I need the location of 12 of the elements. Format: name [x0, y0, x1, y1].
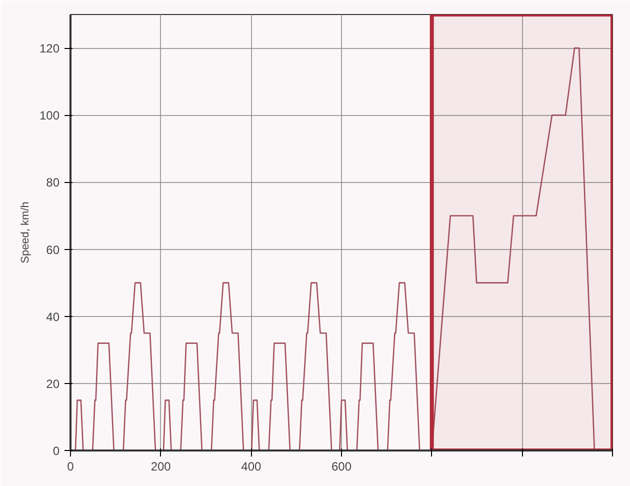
y-tick-label: 20	[46, 376, 60, 391]
x-tick-label: 600	[331, 460, 352, 474]
y-tick-label: 0	[52, 444, 60, 458]
y-tick-label: 80	[46, 176, 60, 190]
x-tick-label: 0	[67, 460, 74, 474]
x-tick-label: 400	[241, 460, 262, 474]
y-tick-label: 40	[46, 310, 60, 324]
y-tick-label: 120	[39, 42, 60, 56]
y-axis-title: Speed, km/h	[19, 202, 32, 264]
y-tick-label: 60	[46, 242, 60, 257]
y-tick-label: 100	[39, 108, 60, 123]
x-tick-label: 200	[150, 460, 172, 474]
